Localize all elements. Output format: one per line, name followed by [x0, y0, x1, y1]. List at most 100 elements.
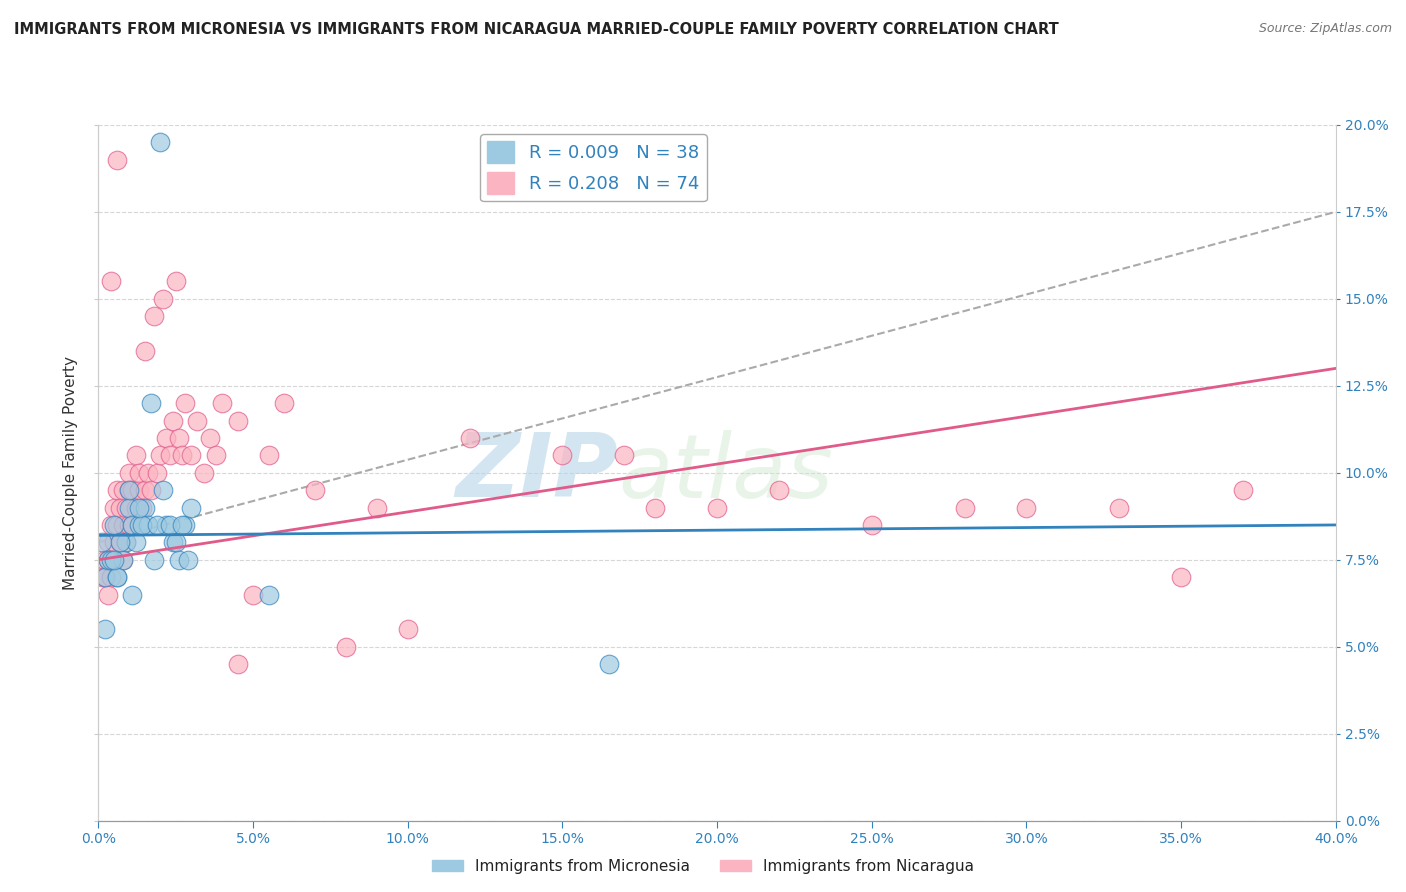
Point: [953, 500, 976, 515]
Point: [105, 153, 128, 167]
Point: [304, 483, 326, 497]
Point: [97, 587, 120, 601]
Point: [128, 517, 150, 532]
Point: [112, 552, 135, 567]
Point: [366, 500, 388, 515]
Point: [1232, 483, 1254, 497]
Point: [115, 535, 138, 549]
Point: [174, 396, 197, 410]
Point: [121, 483, 143, 497]
Point: [128, 500, 150, 515]
Point: [458, 431, 481, 445]
Point: [1170, 570, 1192, 584]
Point: [108, 535, 131, 549]
Point: [134, 500, 156, 515]
Point: [134, 483, 156, 497]
Point: [143, 552, 166, 567]
Point: [613, 448, 636, 462]
Point: [112, 517, 135, 532]
Point: [768, 483, 790, 497]
Point: [159, 517, 181, 532]
Legend: R = 0.009   N = 38, R = 0.208   N = 74: R = 0.009 N = 38, R = 0.208 N = 74: [481, 134, 706, 202]
Point: [159, 448, 181, 462]
Point: [103, 552, 125, 567]
Point: [118, 466, 141, 480]
Point: [97, 535, 120, 549]
Point: [128, 466, 150, 480]
Point: [134, 343, 156, 358]
Point: [136, 466, 159, 480]
Text: IMMIGRANTS FROM MICRONESIA VS IMMIGRANTS FROM NICARAGUA MARRIED-COUPLE FAMILY PO: IMMIGRANTS FROM MICRONESIA VS IMMIGRANTS…: [14, 22, 1059, 37]
Point: [121, 517, 143, 532]
Point: [149, 135, 172, 149]
Point: [115, 500, 138, 515]
Point: [273, 396, 295, 410]
Point: [165, 535, 187, 549]
Point: [136, 517, 159, 532]
Point: [155, 517, 177, 532]
Point: [105, 517, 128, 532]
Point: [211, 396, 233, 410]
Point: [1108, 500, 1130, 515]
Point: [105, 483, 128, 497]
Point: [170, 517, 193, 532]
Point: [93, 570, 115, 584]
Point: [112, 483, 135, 497]
Point: [100, 552, 122, 567]
Point: [170, 448, 193, 462]
Point: [103, 535, 125, 549]
Point: [152, 483, 174, 497]
Point: [162, 535, 184, 549]
Point: [644, 500, 666, 515]
Point: [103, 517, 125, 532]
Point: [165, 274, 187, 288]
Point: [205, 448, 228, 462]
Point: [118, 483, 141, 497]
Point: [105, 570, 128, 584]
Point: [131, 517, 153, 532]
Point: [598, 657, 620, 671]
Point: [103, 500, 125, 515]
Point: [103, 552, 125, 567]
Point: [242, 587, 264, 601]
Point: [128, 483, 150, 497]
Legend: Immigrants from Micronesia, Immigrants from Nicaragua: Immigrants from Micronesia, Immigrants f…: [426, 853, 980, 880]
Point: [124, 535, 146, 549]
Point: [112, 552, 135, 567]
Point: [139, 396, 162, 410]
Point: [335, 640, 357, 654]
Point: [97, 552, 120, 567]
Point: [167, 552, 190, 567]
Point: [115, 535, 138, 549]
Point: [152, 292, 174, 306]
Point: [1015, 500, 1038, 515]
Point: [226, 413, 249, 427]
Point: [226, 657, 249, 671]
Point: [180, 500, 202, 515]
Point: [121, 517, 143, 532]
Point: [551, 448, 574, 462]
Point: [93, 623, 115, 637]
Text: ZIP: ZIP: [456, 429, 619, 516]
Point: [180, 448, 202, 462]
Point: [100, 274, 122, 288]
Point: [146, 466, 169, 480]
Point: [177, 552, 200, 567]
Point: [860, 517, 883, 532]
Point: [93, 552, 115, 567]
Point: [100, 517, 122, 532]
Point: [97, 552, 120, 567]
Point: [146, 517, 169, 532]
Point: [118, 483, 141, 497]
Point: [396, 623, 419, 637]
Point: [124, 500, 146, 515]
Point: [155, 431, 177, 445]
Point: [108, 500, 131, 515]
Point: [121, 587, 143, 601]
Y-axis label: Married-Couple Family Poverty: Married-Couple Family Poverty: [63, 356, 79, 590]
Text: Source: ZipAtlas.com: Source: ZipAtlas.com: [1258, 22, 1392, 36]
Point: [90, 570, 112, 584]
Point: [90, 535, 112, 549]
Point: [149, 448, 172, 462]
Point: [167, 431, 190, 445]
